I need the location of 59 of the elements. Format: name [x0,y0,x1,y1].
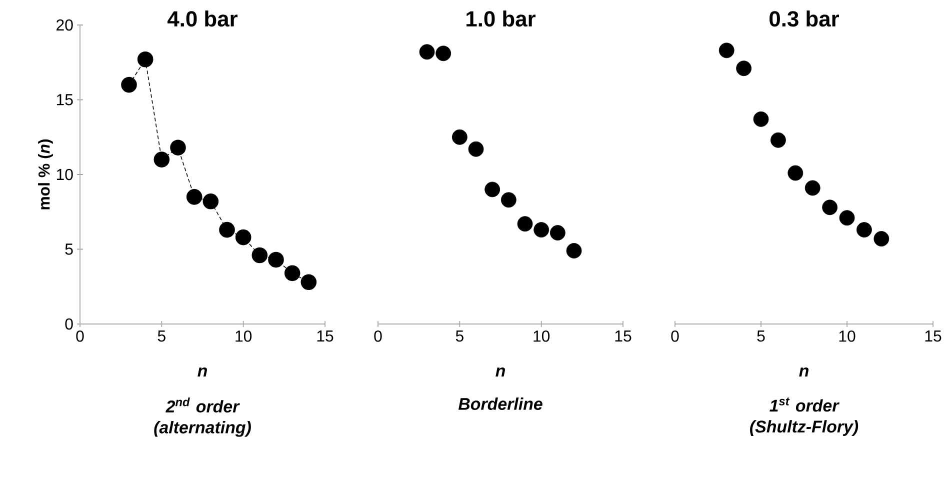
x-axis-title: n [799,367,808,377]
y-tick-label: 5 [65,244,73,255]
point [566,243,582,258]
chart-title: 1.0 bar [466,10,536,27]
y-tick-label: 20 [56,19,73,31]
x-tick-label: 15 [317,330,334,342]
point [137,51,154,68]
point [202,194,219,210]
point [839,210,855,226]
point [121,76,137,93]
point [500,192,516,208]
point [436,46,452,62]
point [788,165,804,181]
x-axis-title: n [496,367,505,377]
point [300,274,317,290]
point [753,111,769,127]
x-tick-label: 5 [456,330,464,342]
text: Borderline [458,398,542,410]
point [468,141,484,157]
x-tick-label: 0 [374,330,382,342]
point [534,222,550,238]
x-tick-label: 10 [236,330,252,342]
point [154,152,170,168]
point [484,182,500,198]
point [874,231,890,246]
y-axis-title: mol % (n) [38,139,53,210]
point [252,247,268,264]
x-tick-label: 10 [839,330,856,342]
x-tick-label: 15 [615,330,632,342]
point [235,229,252,246]
x-tick-label: 0 [76,330,84,342]
point [419,44,435,60]
x-tick-label: 10 [534,330,550,342]
point [219,222,235,238]
y-tick-label: 15 [56,94,73,106]
x-tick-label: 15 [925,330,942,342]
text: 1$^{st}$ order (Shultz-Flory) [750,398,858,436]
point [736,60,752,76]
point [856,222,872,238]
point [718,42,734,58]
point [517,216,533,232]
y-tick-label: 0 [65,318,73,330]
point [770,132,786,148]
x-tick-label: 5 [158,330,166,342]
x-tick-label: 0 [671,330,679,342]
point [284,265,300,282]
text: 2$^{nd}$ order (alternating) [154,398,251,437]
point [170,140,186,156]
point [452,129,468,145]
y-tick-label: 10 [56,168,73,180]
point [550,225,566,241]
point [804,180,820,196]
point [186,189,202,205]
point [268,252,284,268]
x-axis-title: n [198,367,207,377]
point [822,200,838,216]
x-tick-label: 5 [757,330,765,342]
chart-title: 4.0 bar [167,10,238,27]
chart-title: 0.3 bar [770,10,839,27]
